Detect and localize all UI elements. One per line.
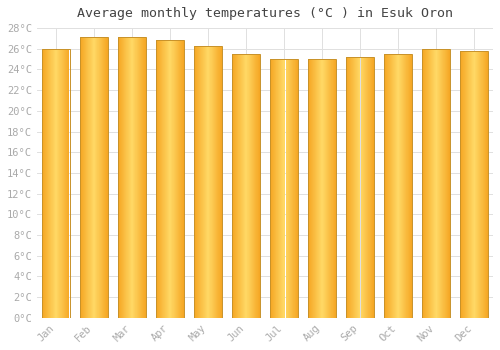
Bar <box>270 59 297 318</box>
Bar <box>194 46 222 318</box>
Bar <box>232 54 260 318</box>
Bar <box>384 54 411 318</box>
Bar <box>346 57 374 318</box>
Bar <box>156 41 184 318</box>
Bar <box>42 49 70 318</box>
Bar <box>308 59 336 318</box>
Bar <box>422 49 450 318</box>
Title: Average monthly temperatures (°C ) in Esuk Oron: Average monthly temperatures (°C ) in Es… <box>77 7 453 20</box>
Bar <box>460 51 487 318</box>
Bar <box>80 37 108 318</box>
Bar <box>118 37 146 318</box>
